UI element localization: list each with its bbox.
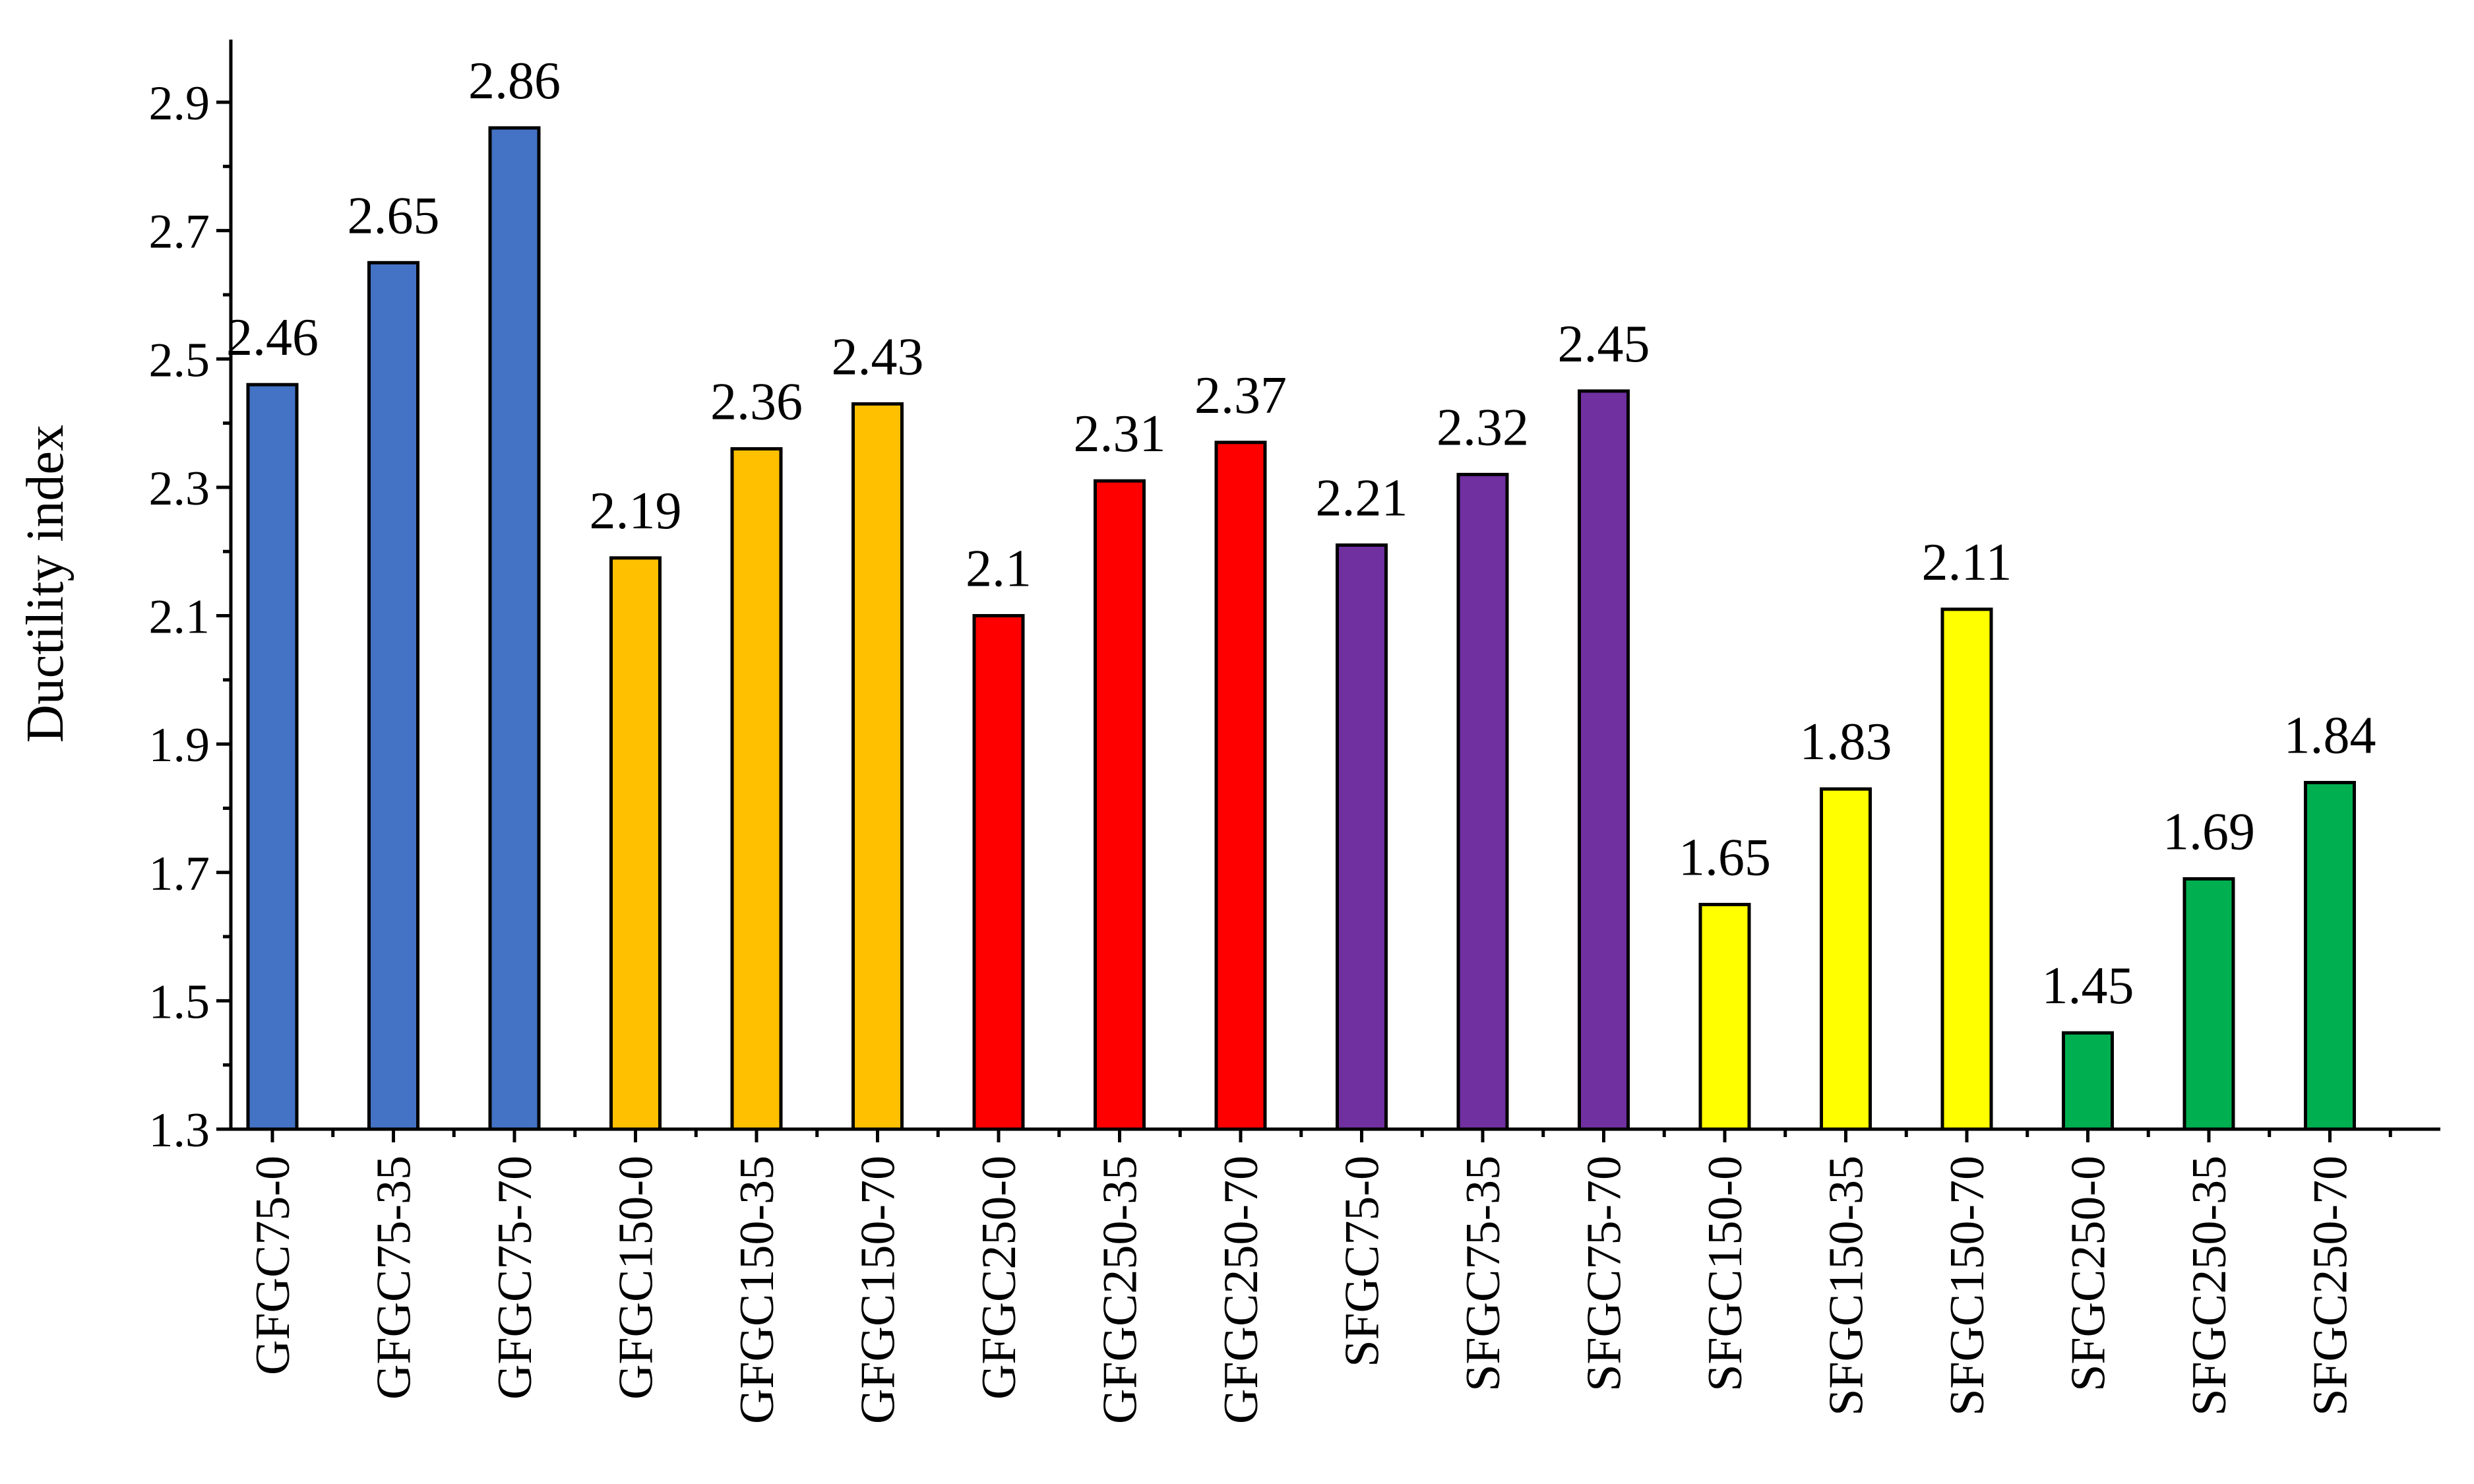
- data-label: 1.65: [1679, 828, 1771, 886]
- bar: [1214, 441, 1267, 1131]
- data-label: 1.83: [1800, 713, 1892, 771]
- data-label: 1.69: [2163, 803, 2255, 861]
- bar: [1698, 902, 1751, 1131]
- x-tick-label: GFGC250-70: [1214, 1156, 1268, 1424]
- y-tick-label: 2.1: [149, 590, 210, 644]
- x-tick-label: SFGC150-0: [1698, 1156, 1752, 1392]
- bar: [609, 556, 662, 1131]
- y-tick-label: 2.3: [149, 462, 210, 516]
- bar: [2182, 877, 2235, 1131]
- bar: [1336, 543, 1388, 1131]
- y-axis-ticks: 1.3 1.5 1.7 1.9 2.1 2.3 2.5 2.7 2.9: [149, 77, 231, 1158]
- x-tick-label: SFGC250-0: [2062, 1156, 2116, 1392]
- data-label: 2.32: [1437, 398, 1529, 456]
- x-tick-label: GFGC250-35: [1094, 1156, 1148, 1424]
- bar: [2304, 781, 2356, 1131]
- x-tick-label: SFGC150-70: [1940, 1156, 1995, 1416]
- data-label: 2.46: [226, 309, 319, 367]
- y-tick-label: 1.5: [149, 975, 210, 1029]
- bar: [1456, 472, 1509, 1131]
- y-tick-label: 2.9: [149, 77, 210, 131]
- data-label: 2.45: [1558, 315, 1650, 373]
- bar: [972, 614, 1025, 1131]
- x-tick-label: GFGC75-0: [246, 1156, 300, 1375]
- bar: [488, 126, 541, 1131]
- bar: [2062, 1031, 2114, 1131]
- x-tick-label: GFGC75-70: [488, 1156, 542, 1400]
- x-tick-label: GFGC150-70: [851, 1156, 906, 1424]
- x-tick-label: GFGC75-35: [367, 1156, 421, 1400]
- data-label: 2.43: [832, 328, 924, 386]
- bar: [367, 261, 419, 1131]
- data-label: 1.45: [2042, 957, 2134, 1015]
- x-tick-label: GFGC250-0: [972, 1156, 1026, 1400]
- bar: [1820, 787, 1872, 1131]
- data-label: 1.84: [2284, 707, 2376, 765]
- bar: [1940, 607, 1993, 1131]
- data-label: 2.86: [468, 52, 561, 110]
- bar: [246, 383, 299, 1131]
- y-tick-label: 1.9: [149, 718, 210, 772]
- bars: [246, 126, 2356, 1131]
- data-label: 2.21: [1316, 469, 1408, 527]
- data-label: 2.11: [1921, 534, 2012, 592]
- bar: [1094, 479, 1146, 1131]
- x-tick-label: SFGC75-35: [1456, 1156, 1510, 1392]
- data-label: 2.65: [348, 187, 440, 245]
- y-tick-label: 1.3: [149, 1103, 210, 1158]
- data-labels: 2.46 2.65 2.86 2.19 2.36 2.43 2.1 2.31 2.37 2.21 2…: [226, 52, 2376, 1015]
- data-label: 2.36: [710, 373, 803, 431]
- x-tick-label: GFGC150-35: [730, 1156, 784, 1424]
- y-tick-label: 1.7: [149, 847, 210, 901]
- bar: [730, 447, 783, 1131]
- bar: [1578, 389, 1630, 1131]
- y-tick-label: 2.7: [149, 205, 210, 259]
- x-tick-label: SFGC75-0: [1336, 1156, 1390, 1367]
- data-label: 2.19: [590, 482, 682, 540]
- bar: [851, 402, 904, 1131]
- x-tick-label: SFGC250-70: [2304, 1156, 2358, 1416]
- x-tick-label: SFGC150-35: [1820, 1156, 1874, 1416]
- data-label: 2.1: [966, 540, 1032, 598]
- x-axis-ticks: GFGC75-0 GFGC75-35 GFGC75-70 GFGC150-0 GFGC1…: [246, 1129, 2392, 1424]
- data-label: 2.31: [1074, 405, 1166, 463]
- data-label: 2.37: [1194, 367, 1287, 425]
- x-tick-label: SFGC250-35: [2182, 1156, 2237, 1416]
- y-tick-label: 2.5: [149, 333, 210, 387]
- x-tick-label: GFGC150-0: [609, 1156, 664, 1400]
- x-tick-label: SFGC75-70: [1578, 1156, 1632, 1392]
- y-axis-title: Ductility index: [16, 425, 75, 743]
